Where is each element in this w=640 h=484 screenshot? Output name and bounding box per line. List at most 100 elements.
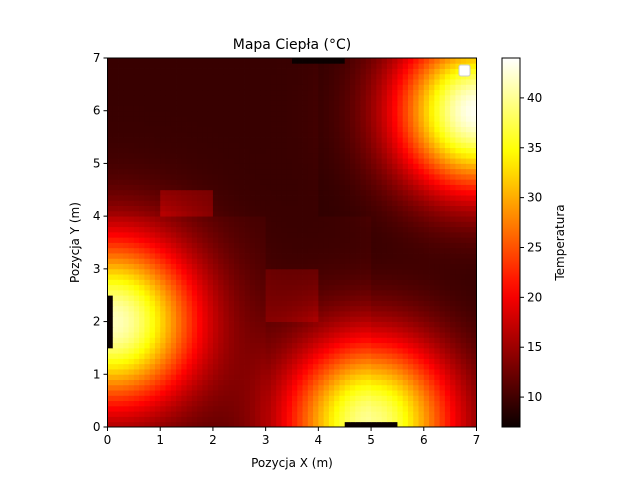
heatmap-cell [165,163,172,170]
heatmap-cell [455,79,462,85]
heatmap-cell [212,173,219,180]
heatmap-cell [439,369,446,375]
heatmap-cell [423,210,430,217]
heatmap-cell [191,131,198,138]
heatmap-cell [191,342,198,349]
heatmap-cell [197,94,203,101]
heatmap-cell [323,242,330,249]
heatmap-cell [450,263,456,270]
heatmap-cell [418,416,425,423]
legend-box[interactable] [458,64,471,77]
heatmap-cell [112,226,119,233]
heatmap-cell [418,311,425,317]
heatmap-cell [386,63,393,69]
heatmap-cell [123,184,129,191]
heatmap-cell [118,142,124,149]
heatmap-cell [318,305,325,312]
heatmap-cell [223,411,230,417]
heatmap-cell [397,205,404,212]
heatmap-cell [292,411,298,417]
heatmap-cell [249,73,256,80]
heatmap-cell [112,63,119,69]
heatmap-cell [455,210,462,217]
heatmap-cell [402,369,409,375]
heatmap-cell [228,73,235,80]
heatmap-cell [107,100,114,106]
heatmap-cell [118,189,124,196]
heatmap-cell [423,274,430,280]
heatmap-cell [212,342,219,349]
heatmap-cell [471,274,477,280]
heatmap-cell [360,379,367,386]
heatmap-cell [397,231,404,238]
heatmap-cell [170,173,177,180]
colorbar-tick-label: 30 [527,191,542,205]
heatmap-cell [418,58,425,64]
heatmap-cell [202,326,209,333]
heatmap-cell [450,379,456,386]
heatmap-cell [191,221,198,228]
heatmap-cell [286,152,293,159]
heatmap-cell [160,231,166,238]
heatmap-cell [418,384,425,391]
heatmap-cell [297,332,303,338]
heatmap-cell [123,168,129,175]
heatmap-cell [465,84,472,91]
heatmap-cell [444,195,451,201]
heatmap-cell [202,226,209,233]
heatmap-cell [255,421,261,428]
heatmap-cell [234,110,240,117]
heatmap-cell [176,237,182,243]
heatmap-cell [328,189,335,196]
heatmap-cell [313,337,319,344]
heatmap-cell [455,337,462,344]
heatmap-cell [144,405,151,412]
heatmap-cell [418,332,425,338]
heatmap-cell [444,126,451,133]
heatmap-cell [191,416,198,423]
heatmap-cell [418,110,425,117]
heatmap-cell [212,147,219,154]
heatmap-cell [402,374,409,380]
heatmap-cell [328,279,335,286]
heatmap-cell [460,115,467,122]
heatmap-cell [402,405,409,412]
heatmap-cell [460,200,467,206]
heatmap-cell [292,326,298,333]
heatmap-cell [286,184,293,191]
heatmap-cell [154,342,161,349]
heatmap-cell [371,100,377,106]
heatmap-cell [223,142,230,149]
heatmap-cell [281,353,288,359]
heatmap-cell [165,395,172,402]
heatmap-cell [218,405,224,412]
heatmap-cell [270,279,277,286]
heatmap-cell [181,289,187,296]
heatmap-cell [339,184,346,191]
heatmap-cell [265,137,272,143]
heatmap-cell [149,168,156,175]
heatmap-cell [181,221,187,228]
heatmap-cell [434,179,440,185]
heatmap-cell [328,63,335,69]
heatmap-cell [181,73,187,80]
heatmap-cell [444,268,451,275]
heatmap-cell [392,163,398,170]
heatmap-cell [218,258,224,264]
heatmap-cell [465,316,472,322]
heatmap-cell [286,110,293,117]
heatmap-cell [371,332,377,338]
heatmap-cell [186,390,193,396]
heatmap-cell [144,311,151,317]
heatmap-cell [181,258,187,264]
heatmap-cell [286,374,293,380]
heatmap-cell [154,100,161,106]
heatmap-cell [439,94,446,101]
heatmap-cell [181,63,187,69]
heatmap-cell [392,115,398,122]
heatmap-cell [128,158,135,164]
heatmap-cell [260,416,267,423]
heatmap-cell [107,184,114,191]
heatmap-cell [444,253,451,259]
heatmap-cell [202,63,209,69]
